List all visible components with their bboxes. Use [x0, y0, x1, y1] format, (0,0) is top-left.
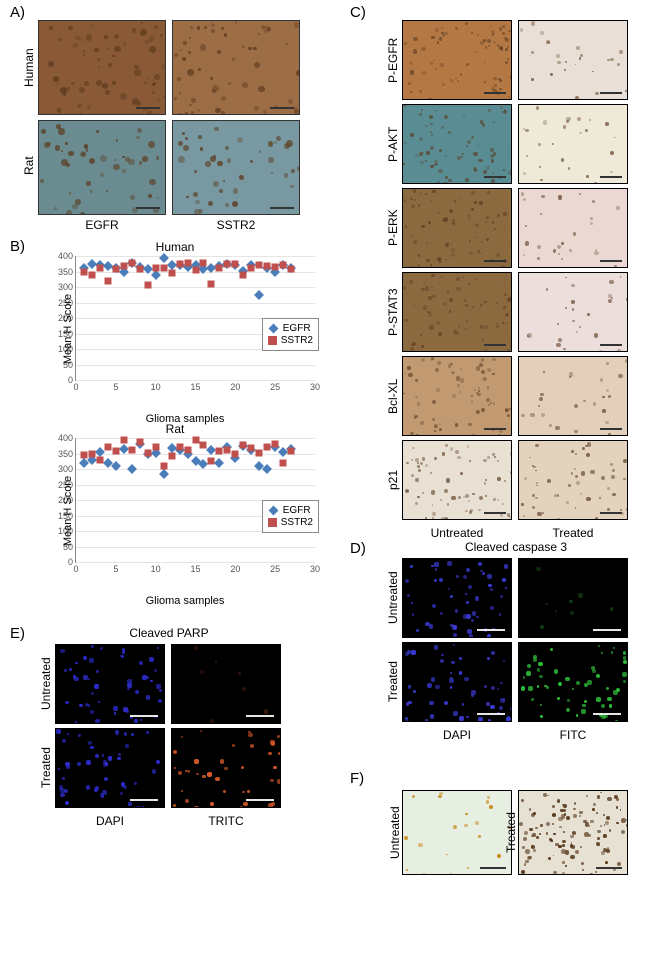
panel-c-p-akt-treated	[518, 104, 628, 184]
panel-d-row-treated: Treated	[386, 642, 400, 722]
panel-c-col-treated: Treated	[518, 526, 628, 540]
panel-f-row-untreated: Untreated	[388, 790, 402, 875]
xlabel-human: Glioma samples	[146, 413, 225, 425]
panel-c-row-p21: p21	[386, 440, 400, 520]
panel-d-col-dapi: DAPI	[402, 728, 512, 742]
legend-egfr-rat: EGFR	[283, 505, 311, 516]
panel-e-col-tritc: TRITC	[171, 814, 281, 828]
panel-c-bcl-xl-treated	[518, 356, 628, 436]
panel-c-row-p-egfr: P-EGFR	[386, 20, 400, 100]
legend-sstr2-rat: SSTR2	[281, 517, 313, 528]
panel-a-row-rat: Rat	[22, 120, 36, 212]
panel-c-row-p-stat3: P-STAT3	[386, 272, 400, 352]
panel-a-col-egfr: EGFR	[38, 218, 166, 232]
panel-c-p-erk-treated	[518, 188, 628, 268]
panel-c-p-stat3-untreated	[402, 272, 512, 352]
panel-f-treated	[518, 790, 628, 875]
ylabel-rat: Mean H Score	[62, 475, 74, 545]
panel-c-p-egfr-untreated	[402, 20, 512, 100]
panel-e-label: E)	[10, 625, 25, 642]
panel-d-title: Cleaved caspase 3	[402, 540, 630, 554]
panel-f-untreated	[402, 790, 512, 875]
panel-e-treated-tritc	[171, 728, 281, 808]
panel-c-row-bcl-xl: Bcl-XL	[386, 356, 400, 436]
panel-a-row-human: Human	[22, 22, 36, 114]
panel-e-col-dapi: DAPI	[55, 814, 165, 828]
panel-a-rat-egfr	[38, 120, 166, 215]
panel-d-label: D)	[350, 540, 366, 557]
panel-f-label: F)	[350, 770, 364, 787]
panel-d-treated-dapi	[402, 642, 512, 722]
panel-c-p-stat3-treated	[518, 272, 628, 352]
panel-f-row-treated: Treated	[504, 790, 518, 875]
xlabel-rat: Glioma samples	[146, 595, 225, 607]
panel-c-p-erk-untreated	[402, 188, 512, 268]
panel-d-untreated-dapi	[402, 558, 512, 638]
panel-d-row-untreated: Untreated	[386, 558, 400, 638]
panel-e-row-untreated: Untreated	[39, 644, 53, 724]
panel-c-p21-treated	[518, 440, 628, 520]
legend-human: EGFR SSTR2	[262, 318, 319, 351]
panel-c-col-untreated: Untreated	[402, 526, 512, 540]
panel-d-treated-fitc	[518, 642, 628, 722]
panel-e-untreated-tritc	[171, 644, 281, 724]
chart-rat: 050100150200250300350400051015202530 Mea…	[55, 438, 315, 583]
panel-c-row-p-akt: P-AKT	[386, 104, 400, 184]
panel-a-rat-sstr2	[172, 120, 300, 215]
panel-e-row-treated: Treated	[39, 728, 53, 808]
panel-c-row-p-erk: P-ERK	[386, 188, 400, 268]
chart-human: 050100150200250300350400051015202530 Mea…	[55, 256, 315, 401]
panel-c-label: C)	[350, 4, 366, 21]
panel-c-p-egfr-treated	[518, 20, 628, 100]
panel-d-col-fitc: FITC	[518, 728, 628, 742]
panel-c-p21-untreated	[402, 440, 512, 520]
panel-b-label: B)	[10, 238, 25, 255]
panel-a-human-sstr2	[172, 20, 300, 115]
panel-a-col-sstr2: SSTR2	[172, 218, 300, 232]
panel-a-label: A)	[10, 4, 25, 21]
panel-d-untreated-fitc	[518, 558, 628, 638]
chart-title-human: Human	[156, 240, 195, 254]
panel-e-untreated-dapi	[55, 644, 165, 724]
legend-rat: EGFR SSTR2	[262, 500, 319, 533]
panel-e-title: Cleaved PARP	[55, 626, 283, 640]
legend-egfr: EGFR	[283, 323, 311, 334]
panel-e-treated-dapi	[55, 728, 165, 808]
panel-c-bcl-xl-untreated	[402, 356, 512, 436]
chart-title-rat: Rat	[166, 422, 185, 436]
panel-a-human-egfr	[38, 20, 166, 115]
ylabel-human: Mean H Score	[62, 293, 74, 363]
panel-c-p-akt-untreated	[402, 104, 512, 184]
legend-sstr2: SSTR2	[281, 335, 313, 346]
